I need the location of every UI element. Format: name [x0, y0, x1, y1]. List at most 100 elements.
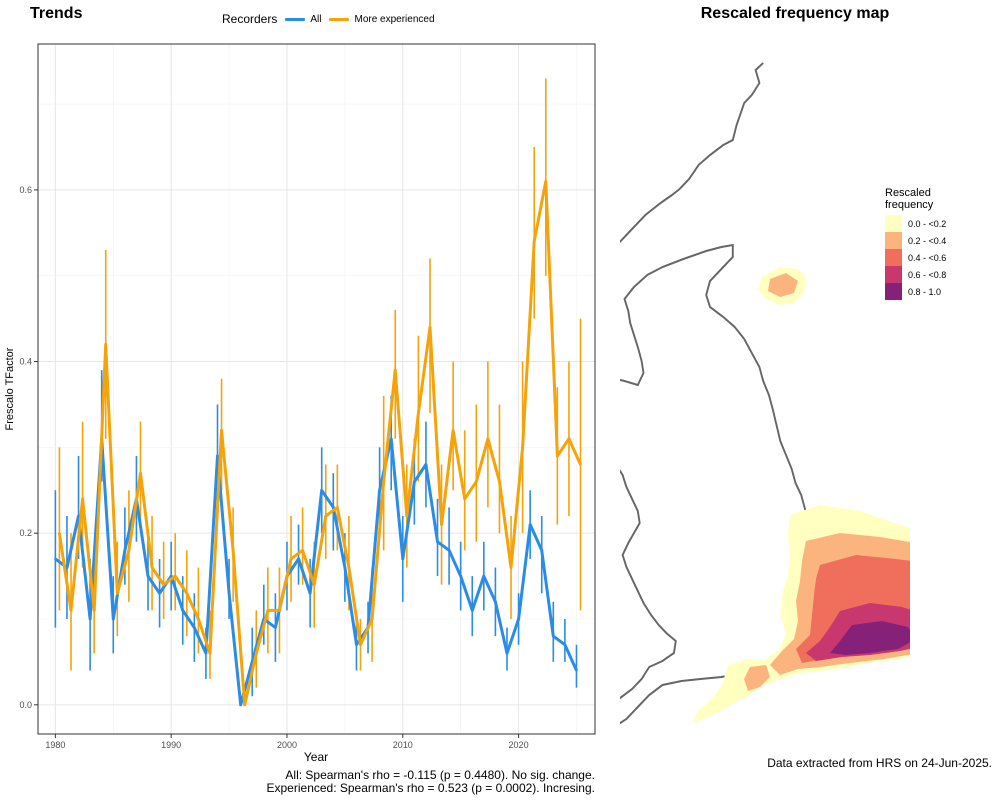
data-point: [185, 592, 189, 595]
series-line-experienced: [57, 179, 582, 707]
map-legend-label: 0.2 - <0.4: [908, 235, 947, 246]
data-point: [127, 549, 131, 552]
data-point: [220, 428, 223, 432]
data-point: [308, 592, 312, 595]
data-point: [382, 480, 385, 483]
data-point: [88, 617, 92, 621]
x-tick-label: 1980: [45, 740, 65, 750]
map-legend-swatch: [885, 215, 902, 232]
data-point: [544, 180, 547, 183]
y-tick-label: 0.0: [19, 700, 32, 710]
data-point: [274, 626, 277, 629]
data-point: [227, 592, 231, 595]
data-point: [104, 343, 107, 346]
data-point: [378, 489, 381, 492]
map-legend-label: 0.8 - 1.0: [908, 286, 942, 297]
data-point: [92, 609, 96, 612]
data-point: [266, 609, 270, 612]
map-legend-title-line2: frequency: [885, 199, 934, 211]
data-point: [243, 703, 246, 707]
data-point: [54, 557, 57, 561]
south-band-top: [830, 621, 910, 655]
x-tick-label: 1990: [161, 740, 181, 750]
data-point: [359, 643, 362, 646]
data-point: [533, 240, 536, 243]
chart-legend: Recorders All More experienced: [222, 12, 435, 26]
data-point: [540, 549, 543, 552]
series-line-all: [54, 437, 578, 707]
data-point: [208, 652, 212, 655]
data-point: [289, 557, 293, 561]
data-point: [324, 514, 327, 518]
x-tick-label: 2010: [393, 740, 413, 750]
data-point: [139, 471, 142, 475]
stats-experienced: Experienced: Spearman's rho = 0.523 (p =…: [266, 781, 596, 795]
data-point: [81, 497, 84, 501]
data-point: [459, 574, 462, 578]
legend-label-all: All: [310, 13, 322, 25]
y-tick-label: 0.6: [19, 185, 32, 195]
data-point: [436, 540, 439, 543]
data-point: [77, 514, 80, 518]
map-title-wrap: Rescaled frequency map: [0, 5, 1000, 23]
data-point: [116, 592, 119, 595]
map-legend-swatch: [885, 266, 902, 283]
data-point: [193, 626, 196, 629]
data-point: [204, 652, 208, 655]
data-point: [579, 463, 582, 466]
map-legend-label: 0.6 - <0.8: [908, 269, 947, 280]
map-legend-title: Rescaled frequency: [885, 187, 946, 211]
highland-core: [768, 273, 798, 297]
data-point: [174, 574, 177, 578]
data-point: [424, 463, 428, 466]
data-point: [405, 514, 409, 518]
data-point: [231, 549, 235, 552]
data-point: [197, 617, 200, 621]
map-legend-item: 0.0 - <0.2: [885, 215, 946, 232]
error-bars: [54, 78, 582, 705]
stats-all: All: Spearman's rho = -0.115 (p = 0.4480…: [285, 768, 595, 782]
trends-title: Trends: [30, 5, 83, 22]
data-point: [563, 643, 567, 646]
data-point: [509, 566, 513, 569]
data-point: [239, 703, 242, 707]
data-point: [401, 557, 404, 561]
data-point: [355, 643, 358, 646]
map-legend-title-line1: Rescaled: [885, 187, 931, 199]
britain-outline: [620, 62, 856, 725]
data-point: [370, 617, 374, 621]
data-point: [146, 574, 150, 578]
data-point: [521, 446, 524, 449]
map-legend-item: 0.4 - <0.6: [885, 249, 946, 266]
data-point: [428, 326, 432, 329]
data-point: [440, 523, 443, 526]
data-point: [482, 574, 486, 578]
y-axis-label: Frescalo TFactor: [4, 347, 16, 430]
legend-title: Recorders: [222, 12, 278, 26]
axes: 1980 1990 2000 2010 2020 0.0 0.2 0.4 0.6: [19, 185, 528, 750]
map-legend-item: 0.8 - 1.0: [885, 283, 946, 300]
data-point: [413, 480, 416, 483]
map-legend-label: 0.0 - <0.2: [908, 218, 947, 229]
trends-chart: 1980 1990 2000 2010 2020 0.0 0.2 0.4 0.6 Year Fr…: [4, 43, 596, 764]
data-point: [463, 497, 466, 501]
data-point: [471, 609, 474, 612]
uk-map: [620, 62, 910, 725]
legend-swatch-experienced: [329, 17, 350, 21]
map-legend: Rescaled frequency 0.0 - <0.2 0.2 - <0.4…: [885, 187, 946, 300]
data-point: [575, 669, 578, 672]
data-point: [447, 549, 451, 552]
data-source-note: Data extracted from HRS on 24-Jun-2025.: [767, 756, 992, 770]
plot-border: [37, 43, 596, 735]
data-point: [69, 609, 73, 612]
legend-label-experienced: More experienced: [354, 13, 435, 25]
data-point: [158, 592, 161, 595]
x-tick-label: 2020: [509, 740, 529, 750]
data-point: [347, 566, 351, 569]
data-point: [389, 437, 393, 440]
map-legend-swatch: [885, 249, 902, 266]
data-point: [162, 583, 165, 586]
data-point: [58, 531, 61, 535]
data-point: [169, 574, 173, 578]
data-point: [332, 506, 335, 509]
